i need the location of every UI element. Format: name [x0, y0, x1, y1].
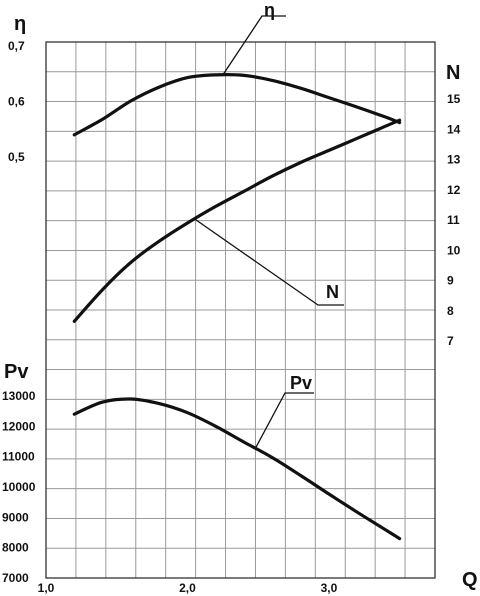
n-tick-label: 9: [447, 274, 454, 288]
eta-tick-label: 0,6: [8, 95, 25, 109]
pv-tick-label: 11000: [2, 450, 35, 464]
x-tick-label: 1,0: [38, 581, 55, 595]
curves: η N Pv: [72, 0, 402, 541]
x-tick-label: 2,0: [179, 581, 196, 595]
n-curve-label: N: [326, 282, 339, 302]
x-tick-label: 3,0: [321, 581, 338, 595]
n-tick-label: 7: [447, 334, 454, 348]
n-axis-title: N: [446, 62, 460, 84]
eta-tick-label: 0,7: [8, 39, 25, 53]
pv-tick-label: 7000: [2, 571, 29, 585]
eta-leader-line: [222, 15, 286, 76]
pv-tick-label: 8000: [2, 541, 29, 555]
n-tick-label: 13: [447, 153, 461, 167]
pv-curve: [72, 397, 402, 541]
pv-tick-label: 13000: [2, 389, 36, 403]
pv-curve-label: Pv: [290, 373, 312, 393]
n-curve: [72, 118, 402, 323]
grid: [46, 42, 435, 578]
n-tick-label: 12: [447, 183, 461, 197]
n-tick-label: 11: [447, 213, 460, 227]
eta-curve-label: η: [264, 0, 275, 20]
n-tick-label: 15: [447, 92, 461, 106]
pv-axis-title: Pv: [4, 361, 29, 383]
pv-tick-label: 12000: [2, 419, 36, 433]
tick-labels: 1,0 2,0 3,0 0,7 0,6 0,5 15 14 13 12 11 10 9 8 7 13000 12…: [2, 39, 461, 595]
pv-tick-label: 10000: [2, 480, 36, 494]
eta-axis-title: η: [14, 13, 26, 35]
n-tick-label: 14: [447, 122, 461, 136]
pv-leader-line: [254, 392, 314, 449]
pv-tick-label: 9000: [2, 510, 29, 524]
plot-frame: [45, 41, 436, 579]
q-axis-title: Q: [462, 569, 478, 591]
n-tick-label: 10: [447, 243, 461, 257]
eta-curve: [72, 73, 402, 137]
n-tick-label: 8: [447, 304, 454, 318]
eta-tick-label: 0,5: [8, 150, 25, 164]
n-leader-line: [194, 218, 344, 306]
